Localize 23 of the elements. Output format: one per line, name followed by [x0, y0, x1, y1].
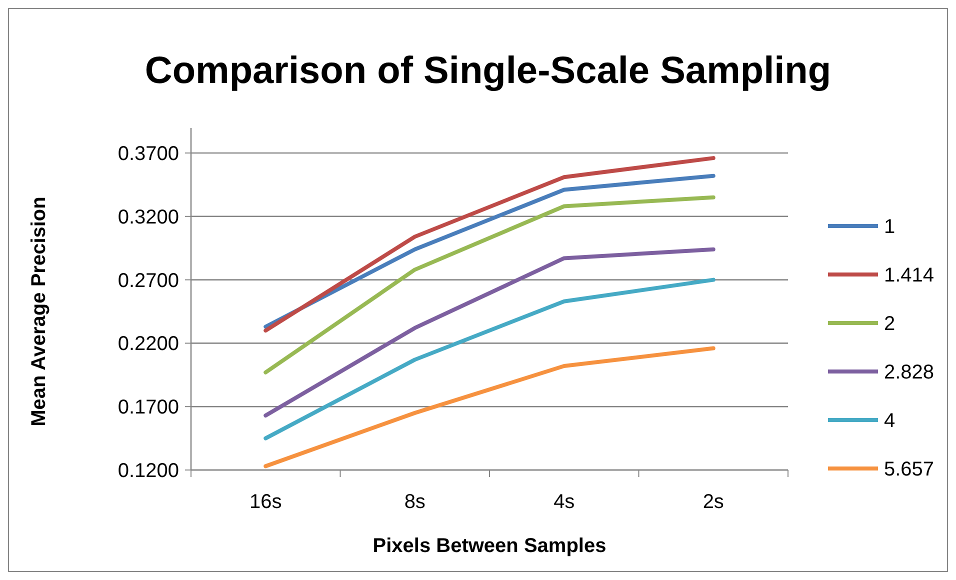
y-tick-label: 0.2200: [118, 333, 179, 356]
x-tick-label: 8s: [404, 491, 426, 513]
chart-title: Comparison of Single-Scale Sampling: [144, 50, 832, 92]
legend-label: 5.657: [884, 458, 934, 480]
y-tick-label: 0.3200: [118, 206, 179, 228]
x-tick-label: 2s: [702, 491, 724, 513]
x-tick-label: 4s: [554, 491, 575, 513]
legend-label: 2: [884, 313, 896, 335]
line-series: [264, 346, 716, 468]
x-tick-label: 16s: [250, 491, 282, 513]
y-axis-title: Mean Average Precision: [28, 196, 50, 426]
line-series: [264, 195, 716, 374]
legend-label: 1.414: [884, 264, 934, 286]
x-axis-title: Pixels Between Samples: [372, 535, 606, 557]
y-tick-label: 0.1700: [118, 396, 179, 419]
legend-label: 1: [884, 216, 896, 238]
y-tick-label: 0.1200: [118, 460, 179, 482]
legend-label: 2.828: [884, 362, 934, 384]
y-tick-label: 0.3700: [118, 143, 179, 165]
line-series: [264, 278, 716, 440]
legend-label: 4: [884, 410, 896, 432]
line-series: [264, 247, 716, 418]
y-tick-label: 0.2700: [118, 270, 179, 292]
